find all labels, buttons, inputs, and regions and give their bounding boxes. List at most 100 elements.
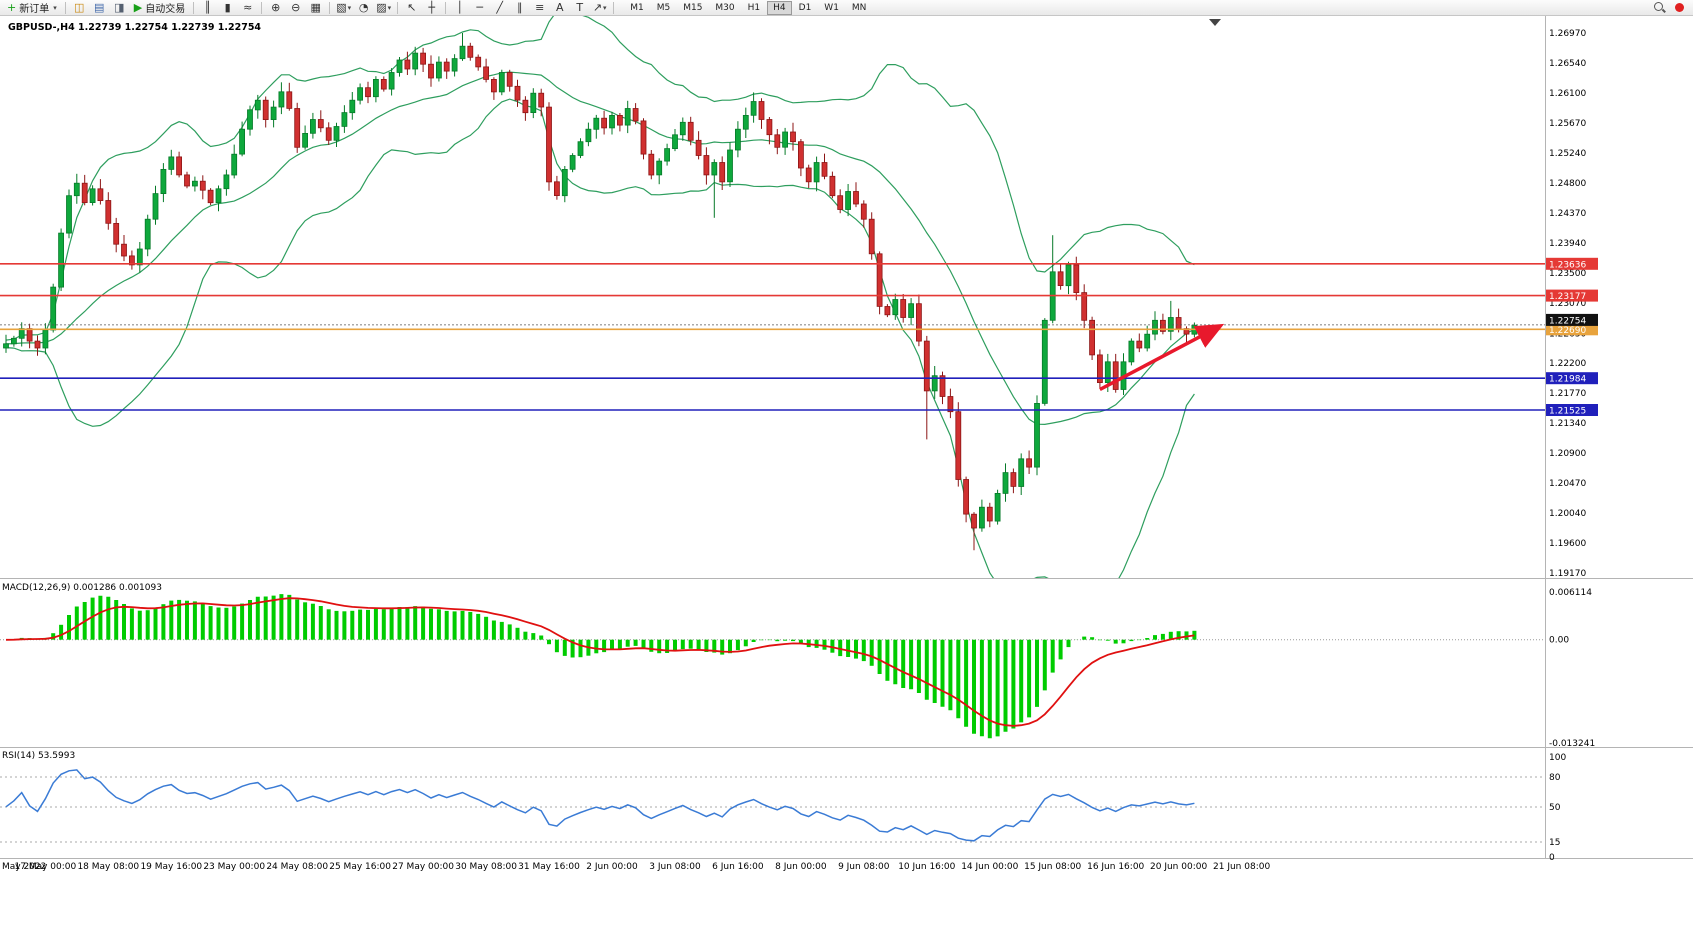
timeframe-button-w1[interactable]: W1 (824, 2, 839, 13)
arrows-tool-button[interactable]: ↗ ▾ (590, 1, 609, 15)
timeframe-button-m30[interactable]: M30 (715, 2, 735, 13)
new-order-caret-icon: ▾ (53, 3, 57, 12)
toolbar-separator (193, 1, 195, 14)
symbol-title: GBPUSD-,H4 1.22739 1.22754 1.22739 1.227… (8, 22, 262, 33)
fibonacci-tool-button[interactable]: ≡ (530, 1, 549, 15)
svg-text:1.21340: 1.21340 (1549, 419, 1586, 429)
autotrading-button[interactable]: ▶ 自动交易 (130, 1, 189, 15)
chart-area[interactable]: 1.26970 1.26540 1.26100 1.25670 1.25240 1.248… (0, 16, 1693, 936)
template-button[interactable]: ▨ ▾ (374, 1, 393, 15)
svg-text:27 May 00:00: 27 May 00:00 (392, 862, 454, 872)
new-order-button[interactable]: + 新订单 ▾ (3, 1, 61, 15)
line-chart-icon: ≈ (243, 1, 253, 14)
svg-text:May 2022: May 2022 (2, 862, 46, 872)
svg-text:6 Jun 16:00: 6 Jun 16:00 (712, 862, 764, 872)
timeframe-button-m1[interactable]: M1 (630, 2, 644, 13)
macd-signal-line (5, 597, 1195, 727)
bar-chart-mode-button[interactable]: ║ (198, 1, 217, 15)
label-tool-button[interactable]: T (570, 1, 589, 15)
current-price-label (1546, 313, 1598, 326)
cursor-tool-button[interactable]: ↖ (402, 1, 421, 15)
candlestick-chart-icon: ▮ (224, 1, 231, 14)
vertical-line-tool-button[interactable]: │ (450, 1, 469, 15)
rsi-pane: 100 80 50 15 0 (0, 753, 1566, 863)
new-chart-button[interactable]: ▧ ▾ (334, 1, 353, 15)
svg-text:1.24800: 1.24800 (1549, 179, 1586, 189)
horizontal-line[interactable]: 1.21525 (0, 404, 1598, 417)
text-tool-button[interactable]: A (550, 1, 569, 15)
bollinger-lower (5, 98, 1195, 578)
svg-text:0.006114: 0.006114 (1549, 588, 1592, 598)
svg-text:8 Jun 00:00: 8 Jun 00:00 (775, 862, 827, 872)
svg-text:1.22200: 1.22200 (1549, 359, 1586, 369)
data-window-button[interactable]: ▤ (90, 1, 109, 15)
svg-text:1.26100: 1.26100 (1549, 89, 1586, 99)
new-order-label: 新订单 (19, 4, 50, 15)
pane-borders (0, 16, 1693, 859)
notification-dot[interactable] (1675, 3, 1684, 12)
horizontal-line[interactable]: 1.22690 (0, 323, 1598, 336)
crosshair-tool-button[interactable]: ┼ (422, 1, 441, 15)
bar-chart-icon: ║ (204, 1, 212, 14)
svg-text:-0.013241: -0.013241 (1549, 739, 1595, 749)
timeframe-button-m5[interactable]: M5 (656, 2, 671, 13)
timeframe-button-h1[interactable]: H1 (747, 2, 761, 13)
svg-text:1.25670: 1.25670 (1549, 119, 1586, 129)
fibonacci-icon: ≡ (535, 1, 545, 14)
trendline-tool-button[interactable]: ╱ (490, 1, 509, 15)
timeframe-button-mn[interactable]: MN (851, 2, 867, 13)
svg-text:0: 0 (1549, 853, 1555, 863)
toolbar-separator (613, 1, 615, 14)
toolbar-separator (397, 1, 399, 14)
zoom-in-icon: ⊕ (271, 1, 281, 14)
svg-text:23 May 00:00: 23 May 00:00 (203, 862, 265, 872)
market-watch-icon: ◫ (74, 1, 85, 14)
horizontal-line[interactable]: 1.21984 (0, 372, 1598, 385)
svg-text:2 Jun 00:00: 2 Jun 00:00 (586, 862, 638, 872)
template-caret-icon: ▾ (387, 3, 392, 12)
new-chart-caret-icon: ▾ (347, 3, 352, 12)
tile-windows-button[interactable]: ▦ (306, 1, 325, 15)
chart-canvas[interactable]: 1.26970 1.26540 1.26100 1.25670 1.25240 1.248… (0, 16, 1693, 936)
channel-tool-button[interactable]: ∥ (510, 1, 529, 15)
timeframe-button-h4[interactable]: H4 (767, 0, 792, 15)
trend-arrow[interactable] (1099, 323, 1225, 392)
zoom-out-button[interactable]: ⊖ (286, 1, 305, 15)
clock-icon: ◔ (358, 1, 369, 14)
price-axis[interactable]: 1.26970 1.26540 1.26100 1.25670 1.25240 1.248… (1549, 29, 1586, 579)
market-watch-button[interactable]: ◫ (70, 1, 89, 15)
label-icon: T (576, 1, 584, 14)
timeframe-button-d1[interactable]: D1 (798, 2, 812, 13)
horizontal-line-tool-button[interactable]: ─ (470, 1, 489, 15)
svg-text:1.22754: 1.22754 (1549, 316, 1586, 326)
timeframe-bar: M1 M5 M15 M30 H1 H4 D1 W1 MN (624, 0, 872, 15)
svg-text:15 Jun 08:00: 15 Jun 08:00 (1024, 862, 1081, 872)
timeframe-button-m15[interactable]: M15 (683, 2, 703, 13)
svg-text:1.19600: 1.19600 (1549, 539, 1586, 549)
template-icon: ▨ (376, 1, 387, 14)
search-icon[interactable] (1653, 1, 1666, 14)
auto-scroll-button[interactable]: ◔ (354, 1, 373, 15)
zoom-in-button[interactable]: ⊕ (266, 1, 285, 15)
zoom-out-icon: ⊖ (291, 1, 301, 14)
line-chart-mode-button[interactable]: ≈ (238, 1, 257, 15)
navigator-button[interactable]: ◨ (110, 1, 129, 15)
crosshair-icon: ┼ (428, 1, 436, 14)
arrows-caret-icon: ▾ (603, 3, 607, 12)
svg-text:9 Jun 08:00: 9 Jun 08:00 (838, 862, 890, 872)
horizontal-line[interactable]: 1.23177 (0, 289, 1598, 303)
svg-text:16 Jun 16:00: 16 Jun 16:00 (1087, 862, 1144, 872)
current-price: 1.22754 (0, 313, 1598, 326)
data-window-icon: ▤ (94, 1, 105, 14)
svg-text:20 Jun 00:00: 20 Jun 00:00 (1150, 862, 1207, 872)
rsi-indicator-label: RSI(14) 53.5993 (2, 751, 76, 761)
arrows-icon: ↗ (592, 1, 603, 14)
candlestick-mode-button[interactable]: ▮ (218, 1, 237, 15)
svg-text:17 May 00:00: 17 May 00:00 (15, 862, 77, 872)
horizontal-line[interactable]: 1.23636 (0, 257, 1598, 271)
chart-shift-marker[interactable] (1209, 19, 1221, 26)
text-icon: A (555, 1, 564, 14)
toolbar-separator (261, 1, 263, 14)
svg-text:1.25240: 1.25240 (1549, 149, 1586, 159)
